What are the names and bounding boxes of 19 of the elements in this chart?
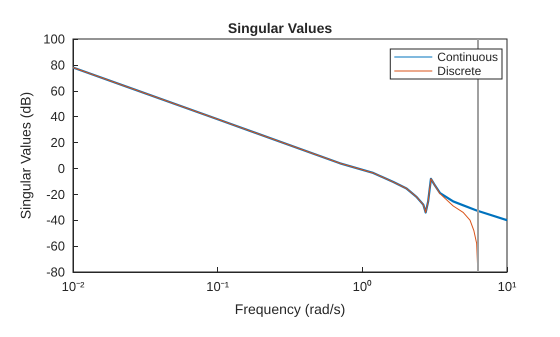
y-tick-label: 100 bbox=[43, 32, 65, 46]
y-tick-label: -80 bbox=[46, 264, 65, 280]
chart-title: Singular Values bbox=[228, 20, 332, 36]
legend-label: Continuous bbox=[437, 50, 498, 64]
legend-label: Discrete bbox=[437, 64, 482, 78]
y-tick-label: 20 bbox=[50, 135, 65, 150]
y-tick-label: 60 bbox=[50, 83, 65, 98]
x-axis-title: Frequency (rad/s) bbox=[234, 301, 346, 317]
y-tick-label: 80 bbox=[50, 57, 65, 72]
x-tick-label: 10⁰ bbox=[352, 279, 372, 294]
y-axis-title: Singular Values (dB) bbox=[17, 92, 34, 220]
y-tick-label: 0 bbox=[58, 160, 65, 176]
y-tick-label: -40 bbox=[46, 212, 65, 228]
x-tick-label: 10¹ bbox=[498, 279, 518, 294]
y-tick-label: 40 bbox=[50, 109, 65, 124]
x-tick-label: 10⁻¹ bbox=[206, 279, 230, 294]
y-tick-label: -60 bbox=[46, 238, 65, 254]
x-tick-label: 10⁻² bbox=[62, 279, 86, 294]
y-tick-label: -20 bbox=[46, 186, 65, 202]
